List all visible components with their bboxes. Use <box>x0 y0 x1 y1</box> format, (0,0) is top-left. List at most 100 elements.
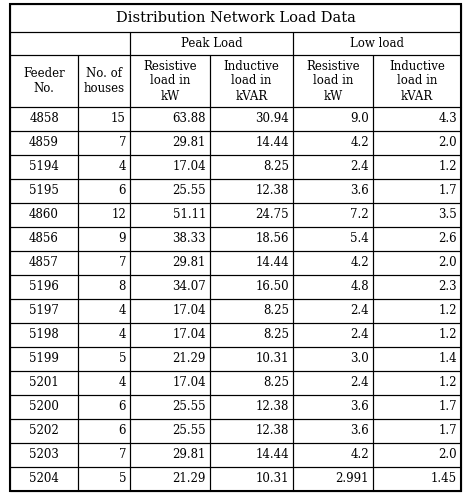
Text: 25.55: 25.55 <box>172 400 206 413</box>
Text: Low load: Low load <box>350 37 404 50</box>
Bar <box>293 32 461 55</box>
Text: 5196: 5196 <box>29 281 59 294</box>
Bar <box>293 347 373 371</box>
Bar <box>210 299 293 323</box>
Text: 4.8: 4.8 <box>350 281 369 294</box>
Text: 8: 8 <box>119 281 126 294</box>
Bar <box>78 467 130 491</box>
Text: 5199: 5199 <box>29 352 59 365</box>
Text: 4: 4 <box>119 304 126 317</box>
Text: 14.44: 14.44 <box>255 137 289 149</box>
Text: 5: 5 <box>119 352 126 365</box>
Bar <box>373 347 461 371</box>
Text: 1.7: 1.7 <box>439 185 457 198</box>
Text: 2.4: 2.4 <box>350 304 369 317</box>
Bar <box>293 275 373 299</box>
Text: 15: 15 <box>111 112 126 126</box>
Bar <box>130 107 210 131</box>
Text: 7: 7 <box>119 256 126 269</box>
Text: 12.38: 12.38 <box>256 425 289 438</box>
Text: 3.0: 3.0 <box>350 352 369 365</box>
Bar <box>293 179 373 203</box>
Bar <box>373 203 461 227</box>
Bar <box>78 299 130 323</box>
Text: 4857: 4857 <box>29 256 59 269</box>
Bar <box>293 443 373 467</box>
Text: 6: 6 <box>119 185 126 198</box>
Bar <box>78 323 130 347</box>
Bar <box>130 467 210 491</box>
Text: 10.31: 10.31 <box>255 473 289 486</box>
Text: 6: 6 <box>119 425 126 438</box>
Bar <box>130 155 210 179</box>
Bar <box>130 347 210 371</box>
Text: 8.25: 8.25 <box>263 329 289 342</box>
Bar <box>293 251 373 275</box>
Bar <box>10 55 78 107</box>
Text: 1.2: 1.2 <box>439 329 457 342</box>
Text: 4: 4 <box>119 377 126 390</box>
Text: 12.38: 12.38 <box>256 185 289 198</box>
Bar <box>130 55 210 107</box>
Bar <box>210 131 293 155</box>
Text: 1.4: 1.4 <box>439 352 457 365</box>
Bar <box>10 227 78 251</box>
Bar <box>373 275 461 299</box>
Bar <box>78 179 130 203</box>
Bar <box>78 227 130 251</box>
Text: Resistive
load in
kW: Resistive load in kW <box>143 59 197 102</box>
Bar <box>78 251 130 275</box>
Text: 1.45: 1.45 <box>431 473 457 486</box>
Text: 29.81: 29.81 <box>173 448 206 461</box>
Bar <box>130 371 210 395</box>
Text: 1.2: 1.2 <box>439 377 457 390</box>
Bar <box>373 179 461 203</box>
Text: 5203: 5203 <box>29 448 59 461</box>
Bar <box>373 107 461 131</box>
Bar <box>373 251 461 275</box>
Text: 2.4: 2.4 <box>350 160 369 174</box>
Text: 25.55: 25.55 <box>172 185 206 198</box>
Text: 17.04: 17.04 <box>172 377 206 390</box>
Text: 2.991: 2.991 <box>335 473 369 486</box>
Text: 4859: 4859 <box>29 137 59 149</box>
Bar <box>210 55 293 107</box>
Text: 8.25: 8.25 <box>263 160 289 174</box>
Text: 2.4: 2.4 <box>350 377 369 390</box>
Text: 8.25: 8.25 <box>263 377 289 390</box>
Bar <box>293 55 373 107</box>
Text: 14.44: 14.44 <box>255 448 289 461</box>
Text: 4.3: 4.3 <box>438 112 457 126</box>
Bar <box>130 395 210 419</box>
Text: 10.31: 10.31 <box>255 352 289 365</box>
Text: Feeder
No.: Feeder No. <box>23 67 65 95</box>
Text: 3.5: 3.5 <box>438 208 457 221</box>
Text: 4.2: 4.2 <box>350 137 369 149</box>
Bar <box>210 251 293 275</box>
Bar <box>210 155 293 179</box>
Text: 34.07: 34.07 <box>172 281 206 294</box>
Bar <box>10 347 78 371</box>
Bar <box>10 32 130 55</box>
Text: 3.6: 3.6 <box>350 185 369 198</box>
Bar <box>78 203 130 227</box>
Bar <box>10 179 78 203</box>
Text: 7: 7 <box>119 448 126 461</box>
Text: 6: 6 <box>119 400 126 413</box>
Text: 4860: 4860 <box>29 208 59 221</box>
Text: 1.7: 1.7 <box>439 400 457 413</box>
Text: Inductive
load in
kVAR: Inductive load in kVAR <box>224 59 279 102</box>
Bar <box>130 179 210 203</box>
Text: 1.2: 1.2 <box>439 160 457 174</box>
Bar <box>210 395 293 419</box>
Text: 2.0: 2.0 <box>439 256 457 269</box>
Text: 14.44: 14.44 <box>255 256 289 269</box>
Text: 2.0: 2.0 <box>439 448 457 461</box>
Bar <box>373 467 461 491</box>
Text: 4: 4 <box>119 329 126 342</box>
Bar <box>130 323 210 347</box>
Bar <box>130 419 210 443</box>
Bar <box>10 107 78 131</box>
Text: 5200: 5200 <box>29 400 59 413</box>
Text: 5197: 5197 <box>29 304 59 317</box>
